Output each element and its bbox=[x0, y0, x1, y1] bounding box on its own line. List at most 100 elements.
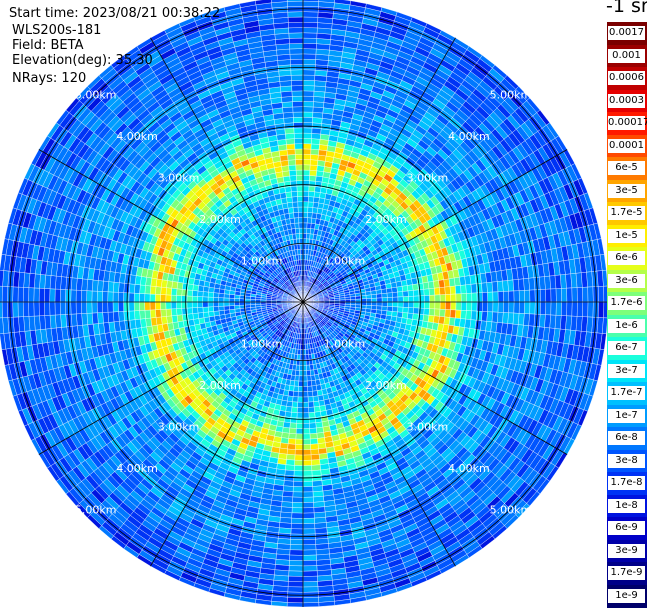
beta-cell bbox=[312, 117, 322, 123]
beta-cell bbox=[303, 96, 314, 102]
beta-cell bbox=[392, 292, 398, 297]
beta-cell bbox=[509, 302, 515, 313]
beta-cell bbox=[293, 492, 303, 498]
beta-cell bbox=[282, 496, 293, 502]
beta-cell bbox=[481, 311, 487, 321]
beta-cell bbox=[303, 349, 306, 354]
beta-cell bbox=[313, 96, 324, 102]
beta-cell bbox=[308, 207, 313, 213]
beta-cell bbox=[556, 288, 562, 302]
beta-cell bbox=[307, 223, 311, 229]
beta-cell bbox=[309, 191, 315, 197]
beta-cell bbox=[407, 313, 413, 319]
beta-cell bbox=[402, 312, 408, 318]
beta-cell bbox=[303, 159, 310, 164]
beta-cell bbox=[311, 139, 320, 145]
beta-cell bbox=[303, 249, 306, 254]
beta-cell bbox=[288, 438, 296, 444]
beta-cell bbox=[312, 133, 321, 139]
beta-cell bbox=[303, 186, 309, 191]
beta-cell bbox=[387, 297, 392, 302]
beta-cell bbox=[313, 197, 319, 203]
beta-cell bbox=[283, 491, 293, 497]
beta-cell bbox=[314, 507, 325, 513]
beta-cell bbox=[303, 407, 309, 412]
beta-cell bbox=[303, 381, 307, 386]
beta-cell bbox=[287, 602, 303, 607]
beta-cell bbox=[303, 22, 318, 28]
beta-cell bbox=[498, 292, 504, 302]
beta-cell bbox=[303, 17, 318, 23]
beta-cell bbox=[429, 309, 435, 316]
beta-cell bbox=[451, 302, 456, 310]
beta-cell bbox=[303, 602, 319, 607]
beta-cell bbox=[392, 287, 398, 292]
beta-cell bbox=[300, 355, 303, 360]
beta-cell bbox=[303, 539, 316, 545]
beta-cell bbox=[294, 460, 303, 465]
beta-cell bbox=[303, 444, 311, 449]
beta-cell bbox=[514, 291, 520, 302]
beta-cell bbox=[423, 282, 429, 289]
beta-cell bbox=[387, 302, 392, 307]
beta-cell bbox=[316, 176, 323, 182]
beta-cell bbox=[397, 292, 403, 298]
beta-cell bbox=[303, 223, 307, 228]
beta-cell bbox=[376, 294, 382, 298]
beta-cell bbox=[308, 402, 314, 408]
beta-cell bbox=[312, 470, 321, 476]
beta-cell bbox=[345, 297, 350, 300]
beta-cell bbox=[598, 302, 604, 318]
beta-cell bbox=[303, 49, 316, 55]
beta-cell bbox=[397, 307, 403, 313]
beta-cell bbox=[582, 287, 588, 302]
beta-cell bbox=[471, 284, 477, 293]
beta-cell bbox=[303, 523, 315, 529]
beta-cell bbox=[312, 480, 322, 486]
beta-cell bbox=[294, 476, 303, 482]
beta-cell bbox=[310, 370, 314, 376]
beta-cell bbox=[412, 314, 418, 321]
beta-cell bbox=[435, 302, 440, 309]
beta-cell bbox=[287, 449, 295, 455]
beta-cell bbox=[291, 407, 297, 413]
beta-cell bbox=[313, 102, 324, 108]
beta-cell bbox=[561, 288, 567, 302]
beta-cell bbox=[524, 290, 530, 302]
beta-cell bbox=[303, 597, 319, 603]
beta-cell bbox=[308, 197, 314, 203]
beta-cell bbox=[481, 283, 487, 293]
beta-cell bbox=[292, 508, 303, 514]
beta-cell bbox=[460, 285, 466, 294]
beta-cell bbox=[287, 396, 293, 402]
beta-cell bbox=[314, 91, 325, 97]
beta-cell bbox=[286, 459, 295, 465]
beta-cell bbox=[298, 392, 303, 397]
beta-cell bbox=[307, 386, 312, 392]
beta-cell bbox=[445, 302, 450, 310]
beta-cell bbox=[350, 296, 355, 299]
beta-cell bbox=[305, 349, 308, 354]
beta-cell bbox=[296, 439, 303, 444]
beta-cell bbox=[487, 312, 493, 322]
beta-cell bbox=[356, 302, 361, 305]
beta-cell bbox=[303, 497, 313, 503]
beta-cell bbox=[413, 308, 419, 314]
beta-cell bbox=[382, 306, 388, 311]
beta-cell bbox=[308, 202, 314, 208]
beta-cell bbox=[350, 302, 355, 305]
beta-cell bbox=[297, 402, 303, 407]
beta-cell bbox=[476, 311, 482, 321]
beta-cell bbox=[371, 290, 377, 294]
beta-cell bbox=[403, 296, 408, 302]
beta-cell bbox=[307, 381, 312, 387]
beta-cell bbox=[308, 396, 314, 402]
beta-cell bbox=[413, 290, 419, 296]
beta-cell bbox=[283, 486, 293, 492]
beta-cell bbox=[297, 407, 303, 412]
beta-cell bbox=[298, 397, 303, 402]
beta-cell bbox=[303, 376, 307, 381]
beta-cell bbox=[295, 444, 303, 449]
beta-cell bbox=[424, 302, 429, 309]
